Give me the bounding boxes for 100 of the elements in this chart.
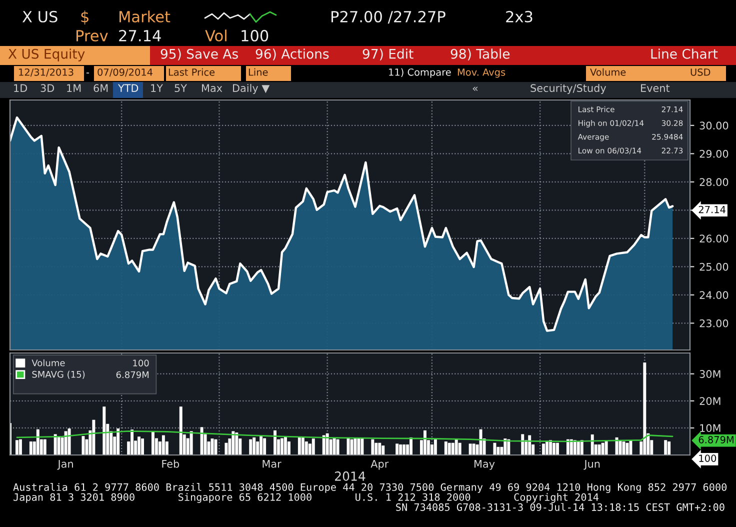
bar <box>200 427 204 455</box>
annotation: 6.879M <box>698 436 734 444</box>
bar <box>57 436 60 455</box>
bar <box>556 442 559 455</box>
text: 07/09/2014 <box>98 68 152 77</box>
text: 27.14 <box>119 30 161 42</box>
bar <box>179 406 182 455</box>
line-series <box>16 430 674 442</box>
bar <box>249 439 252 455</box>
text: Mov. Avgs <box>458 68 506 78</box>
text: YTD <box>118 84 138 92</box>
bar <box>402 444 406 455</box>
bar <box>528 435 532 455</box>
bar <box>138 436 141 455</box>
y-tick-label: 23.00 <box>700 319 728 328</box>
x-tick-label: May <box>474 460 495 470</box>
text: 95) Save As <box>160 48 238 60</box>
bar <box>260 436 263 455</box>
text: 12/31/2013 <box>19 68 74 77</box>
bar <box>252 437 256 455</box>
bar <box>232 431 235 455</box>
bar <box>576 441 580 455</box>
bar <box>54 434 57 455</box>
text: Australia 61 2 9777 8600 Brazil 5511 3048 4500 Europe 44 20 7330 7500 Germany 49 69 9204 1210 Hong Kong 852 2977 6000 <box>13 483 727 493</box>
bar <box>29 441 32 455</box>
bar <box>371 439 374 455</box>
bar <box>360 438 364 455</box>
bar <box>312 438 315 455</box>
bar <box>629 440 632 455</box>
text: Volume <box>590 68 626 76</box>
bar <box>36 429 40 455</box>
y-tick-label: 30M <box>700 370 720 378</box>
bar <box>448 442 451 455</box>
text: Japan 81 3 3201 8900 Singapore 65 6212 1000 U.S. 1 212 318 2000 Copyright 2014 <box>14 493 599 503</box>
x-tick-label: Feb <box>162 460 180 468</box>
bar <box>354 438 357 455</box>
bar <box>102 406 106 455</box>
bar <box>224 442 228 455</box>
text: Market <box>120 10 170 22</box>
bar <box>151 431 154 455</box>
x-axis-title: 2014 <box>335 471 366 481</box>
bar <box>284 436 287 455</box>
bar <box>434 439 437 455</box>
y-tick-label: 24.00 <box>700 291 728 300</box>
text: « <box>472 86 478 92</box>
text: 1M <box>67 84 81 92</box>
bar <box>472 444 476 455</box>
bar <box>542 444 546 455</box>
text: 100 <box>242 30 268 42</box>
bar <box>566 439 570 455</box>
text: Daily ▼ <box>233 84 270 94</box>
text: $ <box>81 10 88 24</box>
text: - <box>86 72 90 74</box>
text: Line Chart <box>651 48 718 59</box>
annotation: 100 <box>133 360 149 366</box>
text: 2x3 <box>506 10 532 22</box>
x-tick-label: Jan <box>57 460 73 470</box>
bar <box>116 428 120 455</box>
bar <box>521 434 524 455</box>
bar <box>130 430 134 455</box>
bar <box>423 430 426 455</box>
bar <box>235 432 238 455</box>
bar <box>444 441 448 455</box>
bar <box>496 446 500 455</box>
text: 96) Actions <box>256 48 329 60</box>
bar <box>378 442 382 455</box>
bar <box>479 429 482 455</box>
bar <box>68 428 71 455</box>
y-tick-label: 29.00 <box>700 150 728 158</box>
x-tick-label: Jun <box>584 460 600 470</box>
text: 1Y <box>151 84 164 92</box>
text: P27.00 /27.27P <box>332 10 446 24</box>
bar <box>274 430 277 455</box>
y-tick-label: 10M <box>700 424 720 432</box>
annotation: 6.879M <box>116 371 149 378</box>
text: Max <box>202 84 222 92</box>
text: 6M <box>94 84 108 92</box>
bar <box>458 442 462 455</box>
text: X US <box>22 10 58 22</box>
bar <box>190 431 193 455</box>
bar <box>43 439 46 455</box>
text: 11) Compare <box>389 68 451 78</box>
bar <box>64 431 68 455</box>
annotation: 100 <box>699 454 716 462</box>
bar <box>92 420 96 455</box>
text: 98) Table <box>450 48 510 60</box>
text: Prev <box>76 30 108 42</box>
bar <box>280 438 284 455</box>
text: Line <box>248 68 268 76</box>
text: USD <box>690 68 710 76</box>
annotation: 27.14 <box>698 206 726 214</box>
bar <box>287 441 290 455</box>
bar <box>493 442 496 455</box>
bar <box>382 446 385 455</box>
y-tick-label: 30.00 <box>700 122 728 130</box>
bar <box>15 440 18 455</box>
bar <box>451 442 454 455</box>
bar <box>326 433 329 455</box>
bar <box>396 444 399 455</box>
legend-label: SMAVG (15) <box>32 370 85 379</box>
